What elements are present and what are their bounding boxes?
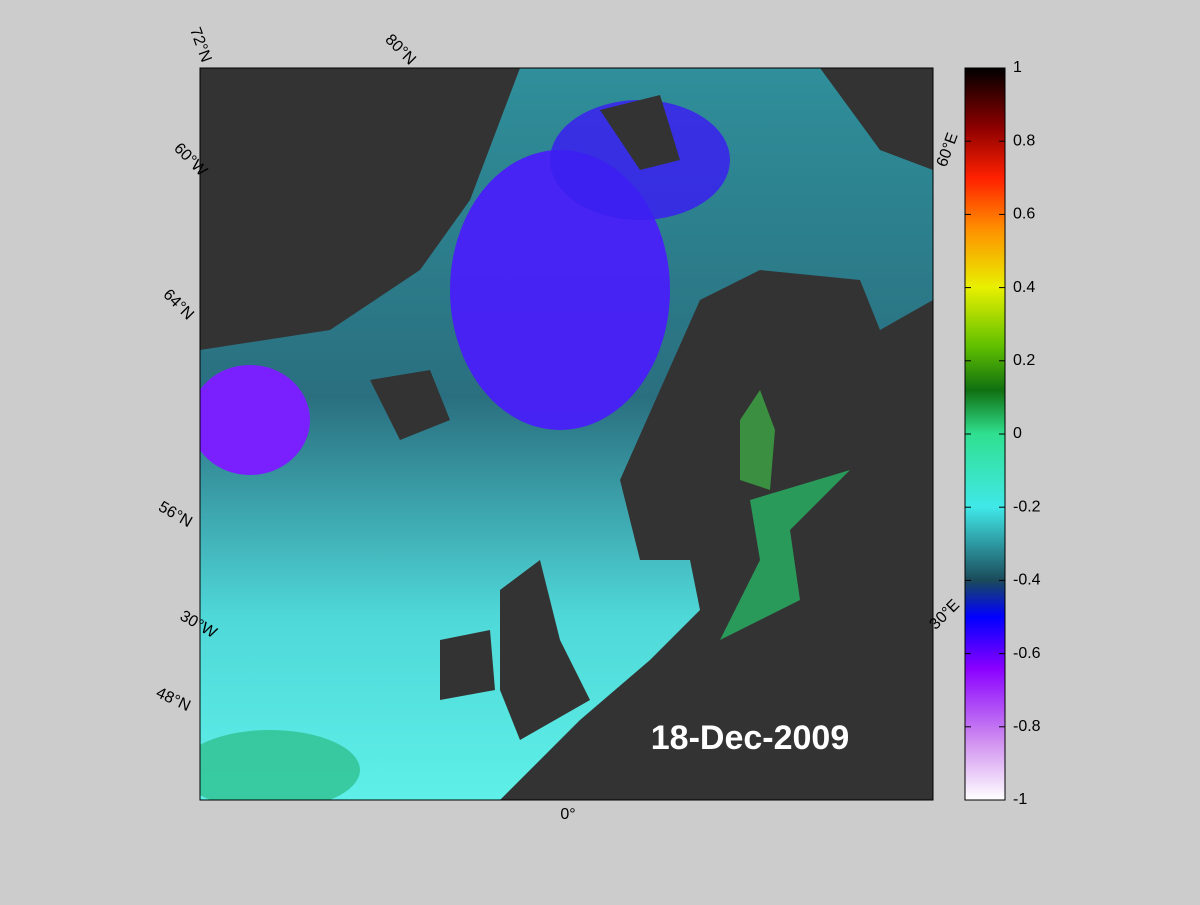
graticule-label: 48°N: [153, 684, 193, 715]
colorbar-tick-label: 1: [1013, 59, 1022, 76]
colorbar-tick-label: 0.6: [1013, 206, 1035, 223]
colorbar-tick-label: 0.4: [1013, 279, 1035, 296]
graticule-label: 64°N: [160, 286, 197, 323]
map: [200, 68, 933, 800]
graticule-label: 80°N: [382, 31, 419, 68]
colorbar-tick-label: -0.8: [1013, 718, 1041, 735]
colorbar-tick-label: -1: [1013, 791, 1027, 808]
graticule-label: 60°E: [934, 131, 962, 170]
date-label: 18-Dec-2009: [651, 719, 849, 757]
graticule-label: 72°N: [186, 25, 214, 64]
colorbar-tick-label: -0.6: [1013, 645, 1041, 662]
colorbar-tick-label: -0.4: [1013, 572, 1041, 589]
graticule-label: 0°: [560, 806, 575, 823]
colorbar-tick-label: 0: [1013, 425, 1022, 442]
map-frame: [199, 67, 934, 801]
colorbar-tick-label: 0.8: [1013, 132, 1035, 149]
colorbar-tick-label: 0.2: [1013, 352, 1035, 369]
colorbar-tick-label: -0.2: [1013, 498, 1041, 515]
graticule-label: 56°N: [155, 498, 194, 531]
